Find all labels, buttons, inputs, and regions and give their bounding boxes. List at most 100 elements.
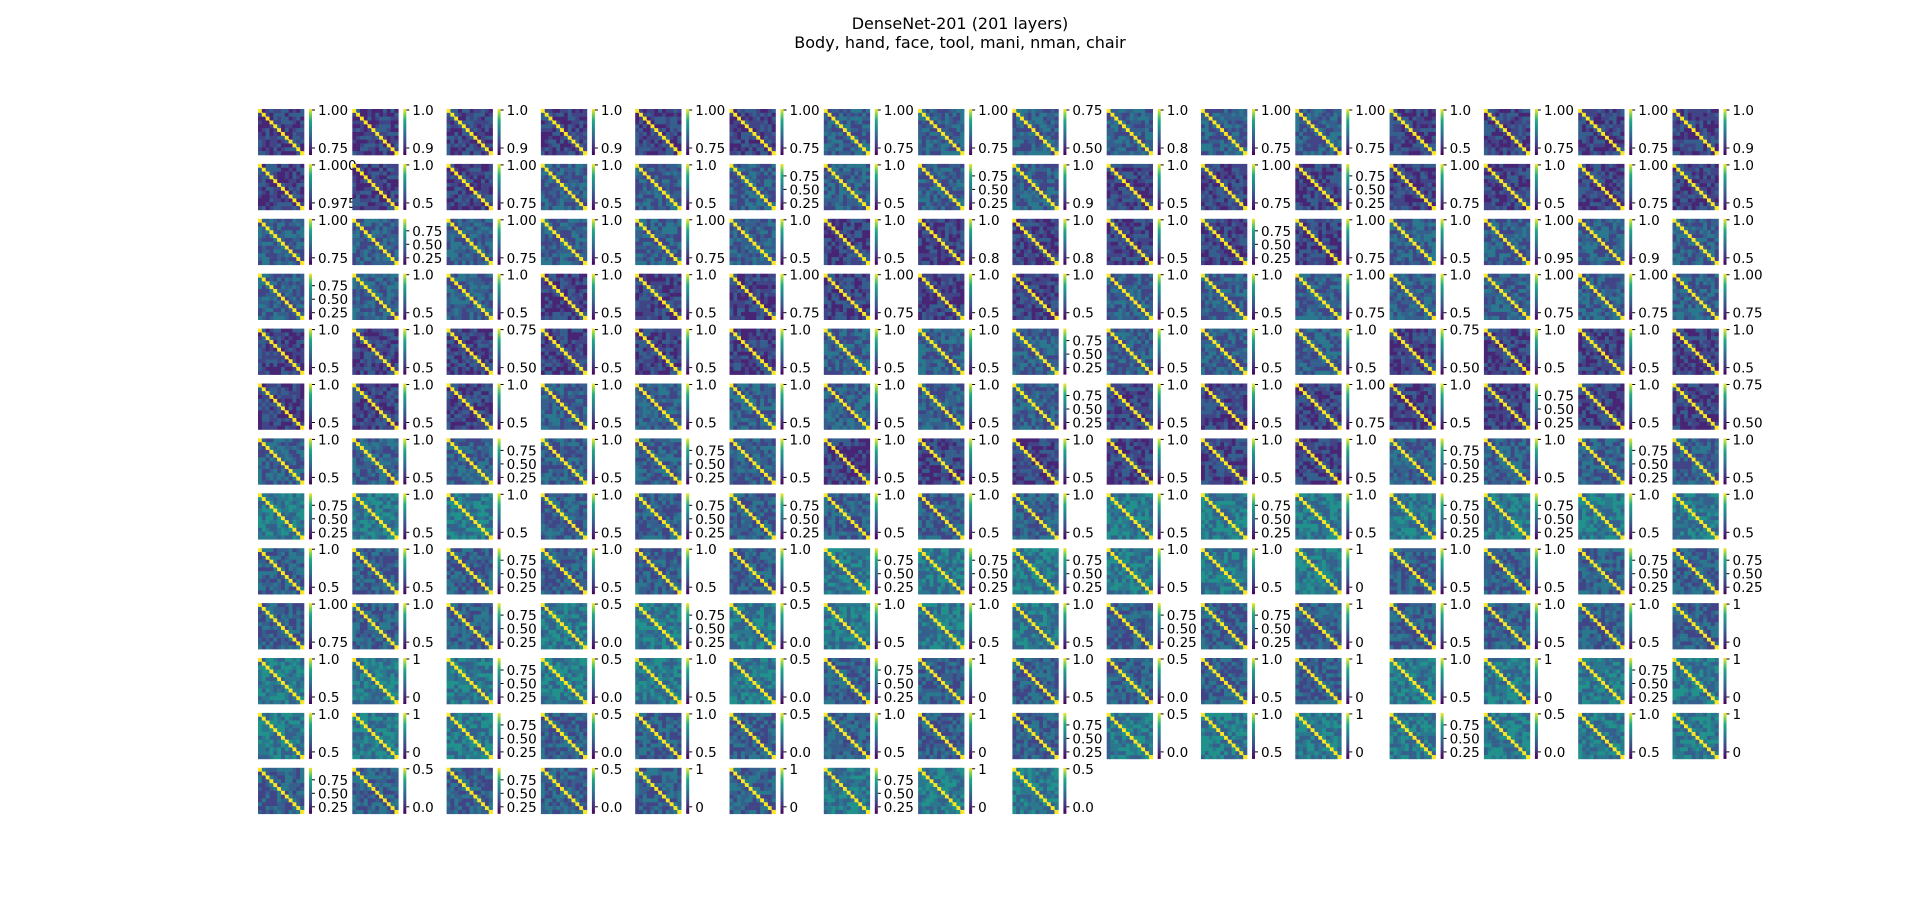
heatmap-cell (1016, 206, 1020, 210)
heatmap-cell (1680, 109, 1684, 113)
heatmap-cell (1224, 124, 1228, 128)
heatmap-cell (1420, 136, 1424, 140)
heatmap-cell (300, 183, 304, 187)
heatmap-cell (1220, 140, 1224, 144)
heatmap-cell (862, 151, 866, 155)
heatmap-cell (635, 206, 639, 210)
heatmap-cell (383, 121, 387, 125)
heatmap-cell (568, 113, 572, 117)
heatmap-cell (922, 206, 926, 210)
heatmap-cell (1205, 191, 1209, 195)
heatmap-cell (670, 195, 674, 199)
heatmap-panel: 0.91.0 (541, 103, 622, 157)
heatmap-cell (458, 187, 462, 191)
heatmap-cell (1243, 172, 1247, 176)
heatmap-cell (556, 109, 560, 113)
heatmap-cell (1337, 109, 1341, 113)
heatmap-cell (1205, 187, 1209, 191)
colorbar (686, 109, 689, 155)
heatmap-cell (1488, 132, 1492, 136)
heatmap-cell (1397, 198, 1401, 202)
heatmap-cell (481, 132, 485, 136)
heatmap-cell (1228, 179, 1232, 183)
heatmap-cell (270, 144, 274, 148)
heatmap-cell (854, 168, 858, 172)
heatmap-cell (1390, 183, 1394, 187)
heatmap-cell (579, 187, 583, 191)
heatmap-cell (450, 187, 454, 191)
heatmap-cell (270, 168, 274, 172)
colorbar (875, 109, 878, 155)
heatmap-cell (1126, 117, 1130, 121)
heatmap-cell (1613, 151, 1617, 155)
heatmap-cell (1397, 168, 1401, 172)
heatmap-cell (1051, 206, 1055, 210)
heatmap-cell (1220, 202, 1224, 206)
heatmap-cell (458, 206, 462, 210)
heatmap-cell (1016, 164, 1020, 168)
heatmap-cell (1337, 183, 1341, 187)
heatmap-cell (1330, 151, 1334, 155)
heatmap-cell (1220, 117, 1224, 121)
colorbar (686, 164, 689, 210)
heatmap-cell (1420, 113, 1424, 117)
heatmap-cell (651, 172, 655, 176)
heatmap-cell (1684, 109, 1688, 113)
heatmap-cell (1424, 136, 1428, 140)
heatmap-cell (368, 113, 372, 117)
heatmap-cell (1149, 136, 1153, 140)
heatmap-cell (273, 202, 277, 206)
heatmap-cell (745, 191, 749, 195)
heatmap-cell (1130, 140, 1134, 144)
heatmap-cell (749, 144, 753, 148)
heatmap-cell (477, 175, 481, 179)
heatmap-cell (1684, 113, 1688, 117)
heatmap-cell (277, 191, 281, 195)
heatmap-cell (1137, 124, 1141, 128)
heatmap-cell (1590, 151, 1594, 155)
heatmap-cell (1020, 140, 1024, 144)
heatmap-cell (1039, 144, 1043, 148)
heatmap-cell (383, 113, 387, 117)
heatmap-cell (1526, 168, 1530, 172)
heatmap-cell (647, 198, 651, 202)
heatmap-cell (666, 109, 670, 113)
heatmap-cell (277, 206, 281, 210)
heatmap-cell (843, 144, 847, 148)
heatmap-cell (933, 113, 937, 117)
heatmap-cell (1220, 121, 1224, 125)
heatmap-cell (1416, 198, 1420, 202)
colorbar-tick-label: 1.00 (1450, 158, 1480, 174)
heatmap-cell (352, 132, 356, 136)
heatmap-cell (564, 113, 568, 117)
heatmap-cell (1405, 121, 1409, 125)
heatmap-cell (922, 202, 926, 206)
heatmap-cell (379, 144, 383, 148)
heatmap-cell (1118, 191, 1122, 195)
heatmap-cell (285, 168, 289, 172)
heatmap-cell (541, 183, 545, 187)
heatmap-cell (1307, 168, 1311, 172)
heatmap-cell (922, 136, 926, 140)
heatmap-cell (1122, 117, 1126, 121)
heatmap-cell (1236, 113, 1240, 117)
heatmap-cell (489, 147, 493, 151)
heatmap-cell (1390, 128, 1394, 132)
heatmap-cell (300, 191, 304, 195)
heatmap-cell (1409, 147, 1413, 151)
heatmap-cell (1134, 117, 1138, 121)
heatmap-cell (1715, 128, 1719, 132)
heatmap-cell (1432, 140, 1436, 144)
heatmap-cell (1397, 206, 1401, 210)
heatmap-cell (677, 164, 681, 168)
heatmap-cell (753, 179, 757, 183)
heatmap-cell (1605, 151, 1609, 155)
heatmap-cell (1617, 144, 1621, 148)
heatmap-cell (462, 183, 466, 187)
heatmap-cell (1322, 183, 1326, 187)
heatmap-cell (839, 132, 843, 136)
heatmap-cell (753, 168, 757, 172)
heatmap-cell (1492, 151, 1496, 155)
heatmap-cell (556, 117, 560, 121)
heatmap-cell (462, 206, 466, 210)
